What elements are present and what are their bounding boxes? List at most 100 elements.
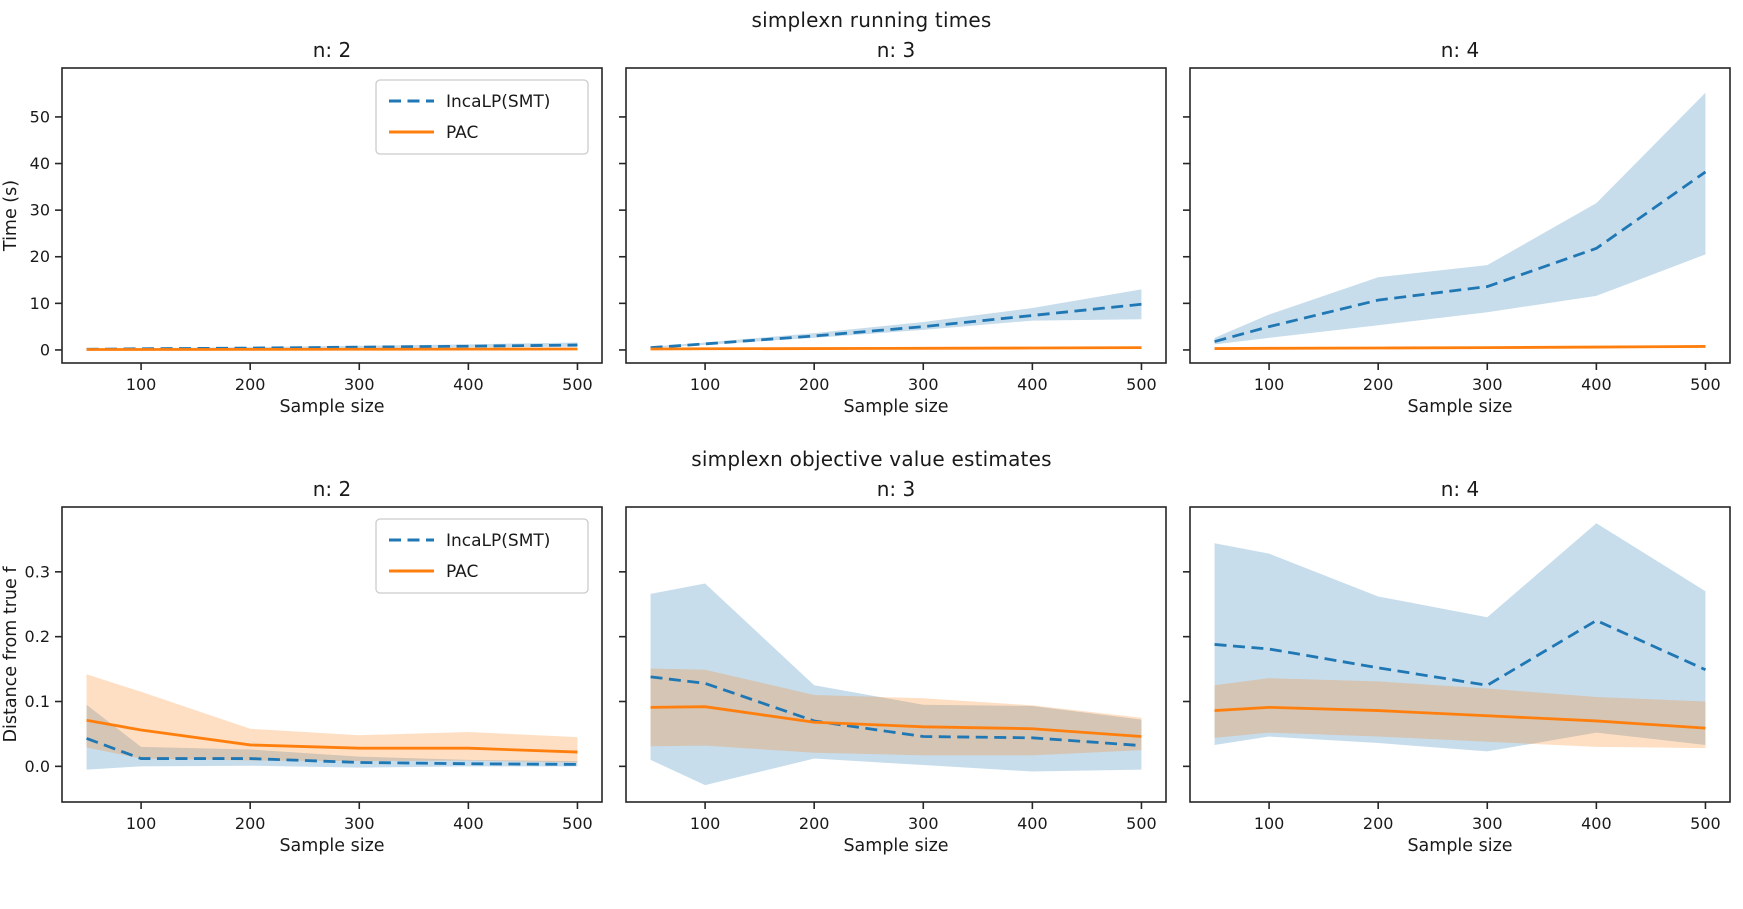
x-axis-label: Sample size [279, 836, 384, 856]
x-tick-label: 100 [126, 375, 157, 394]
chart-0-n2-cell: n: 2 0 10 20 30 40 50 100 200 300 400 500 Sample siz… [1, 38, 610, 425]
x-tick-label: 500 [562, 814, 593, 833]
legend-label: IncaLP(SMT) [446, 92, 550, 112]
x-axis-label: Sample size [279, 397, 384, 417]
x-axis-label: Sample size [1407, 836, 1512, 856]
x-tick-label: 200 [799, 375, 830, 394]
x-tick-label: 100 [1254, 375, 1285, 394]
y-tick-label: 0.2 [25, 627, 50, 646]
band-incalp [650, 289, 1142, 349]
x-tick-label: 400 [453, 814, 484, 833]
x-tick-label: 500 [1690, 375, 1721, 394]
x-tick-label: 500 [1690, 814, 1721, 833]
chart-0-n3-cell: n: 3 100 200 300 400 500 Sample size [610, 38, 1174, 425]
y-tick-label: 10 [30, 294, 50, 313]
x-tick-label: 300 [908, 375, 939, 394]
series-line-pac [650, 346, 1142, 351]
band-incalp [650, 583, 1142, 786]
x-tick-label: 200 [235, 375, 266, 394]
figure-title-running-times: simplexn running times [751, 8, 992, 32]
series-line-pac [1214, 705, 1706, 730]
x-tick-label: 300 [1472, 375, 1503, 394]
x-tick-label: 200 [799, 814, 830, 833]
subplot-title: n: 2 [313, 38, 352, 62]
x-tick-label: 300 [344, 814, 375, 833]
x-tick-label: 400 [453, 375, 484, 394]
x-tick-label: 100 [1254, 814, 1285, 833]
x-tick-label: 400 [1017, 375, 1048, 394]
y-tick-label: 40 [30, 154, 50, 173]
y-tick-label: 0 [40, 340, 50, 359]
series-line-pac [86, 718, 578, 754]
chart-1-n2: n: 2 0.0 0.1 0.2 0.3 100 200 300 400 500 Sample si… [1, 477, 603, 856]
y-axis-label: Time (s) [2, 180, 21, 252]
legend-label: PAC [446, 123, 478, 143]
subplot-title: n: 4 [1441, 477, 1480, 501]
chart-1-n4: n: 4 100 200 300 400 500 Sample size [1183, 477, 1731, 856]
plot-border [1189, 67, 1731, 364]
legend: IncaLP(SMT) PAC [375, 79, 589, 155]
y-tick-label: 0.0 [25, 757, 50, 776]
chart-0-n3: n: 3 100 200 300 400 500 Sample size [619, 38, 1167, 417]
x-axis-label: Sample size [843, 836, 948, 856]
legend: IncaLP(SMT) PAC [375, 518, 589, 594]
series-line-incalp [1214, 170, 1707, 343]
x-tick-label: 500 [1126, 375, 1157, 394]
y-axis-label: Distance from true f [2, 566, 21, 743]
chart-1-n4-cell: n: 4 100 200 300 400 500 Sample size [1174, 477, 1738, 864]
figure-title-objective-estimates: simplexn objective value estimates [691, 447, 1052, 471]
band-incalp [86, 704, 578, 770]
x-tick-label: 100 [690, 375, 721, 394]
legend-label: PAC [446, 562, 478, 582]
plot-border [625, 67, 1167, 364]
x-tick-label: 100 [690, 814, 721, 833]
y-tick-label: 0.3 [25, 562, 50, 581]
chart-1-n2-cell: n: 2 0.0 0.1 0.2 0.3 100 200 300 400 500 Sample si… [1, 477, 610, 864]
charts-row-running-times: n: 2 0 10 20 30 40 50 100 200 300 400 500 Sample siz… [0, 38, 1743, 425]
series-line-incalp [650, 675, 1142, 747]
series-line-pac [650, 705, 1142, 738]
legend-label: IncaLP(SMT) [446, 531, 550, 551]
plot-border [61, 67, 603, 364]
y-tick-label: 30 [30, 201, 50, 220]
x-axis-label: Sample size [843, 397, 948, 417]
chart-0-n4: n: 4 100 200 300 400 500 Sample size [1183, 38, 1731, 417]
series-line-incalp [650, 302, 1142, 350]
subplot-title: n: 3 [877, 38, 916, 62]
series-line-incalp [86, 737, 578, 766]
x-tick-label: 300 [1472, 814, 1503, 833]
band-pac [650, 668, 1142, 756]
chart-1-n3: n: 3 100 200 300 400 500 Sample size [619, 477, 1167, 856]
legend-box [375, 518, 589, 594]
series-line-pac [1214, 345, 1706, 350]
band-incalp [1214, 523, 1706, 752]
x-tick-label: 100 [126, 814, 157, 833]
chart-0-n2: n: 2 0 10 20 30 40 50 100 200 300 400 500 Sample siz… [1, 38, 603, 417]
charts-row-objective-estimates: n: 2 0.0 0.1 0.2 0.3 100 200 300 400 500 Sample si… [0, 477, 1743, 864]
chart-0-n4-cell: n: 4 100 200 300 400 500 Sample size [1174, 38, 1738, 425]
y-tick-label: 50 [30, 107, 50, 126]
y-tick-label: 20 [30, 247, 50, 266]
legend-box [375, 79, 589, 155]
plot-border [61, 506, 603, 803]
x-tick-label: 500 [1126, 814, 1157, 833]
x-tick-label: 300 [344, 375, 375, 394]
x-tick-label: 400 [1581, 375, 1612, 394]
series-line-incalp [1214, 618, 1707, 687]
band-incalp [1214, 92, 1706, 345]
subplot-title: n: 4 [1441, 38, 1480, 62]
x-axis-label: Sample size [1407, 397, 1512, 417]
subplot-title: n: 3 [877, 477, 916, 501]
subplot-title: n: 2 [313, 477, 352, 501]
plot-border [625, 506, 1167, 803]
x-tick-label: 400 [1581, 814, 1612, 833]
x-tick-label: 400 [1017, 814, 1048, 833]
x-tick-label: 200 [1363, 814, 1394, 833]
chart-1-n3-cell: n: 3 100 200 300 400 500 Sample size [610, 477, 1174, 864]
x-tick-label: 300 [908, 814, 939, 833]
x-tick-label: 200 [1363, 375, 1394, 394]
x-tick-label: 200 [235, 814, 266, 833]
x-tick-label: 500 [562, 375, 593, 394]
y-tick-label: 0.1 [25, 692, 50, 711]
